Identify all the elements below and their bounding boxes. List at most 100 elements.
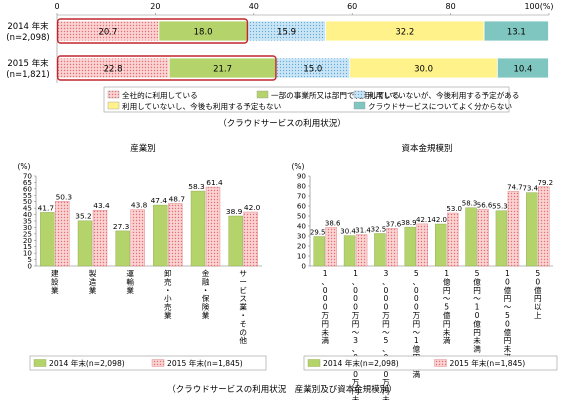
stack-legend-frame bbox=[103, 86, 510, 113]
bar-value-label: 61.4 bbox=[206, 178, 223, 187]
stack-value-label: 22.8 bbox=[104, 65, 123, 75]
bar bbox=[205, 186, 221, 267]
bar-value-label: 31.4 bbox=[355, 227, 371, 235]
stacked-legend: 全社的に利用している 一部の事業所又は部門で利用している利用していないが、今後利用… bbox=[103, 86, 520, 113]
bar bbox=[507, 191, 520, 267]
stack-x-tick-label: 0 bbox=[54, 2, 59, 11]
bar bbox=[495, 210, 508, 267]
y-tick-label: 0 bbox=[27, 262, 32, 271]
category-label: 1、 0 0 0 万円未満 bbox=[321, 269, 329, 345]
bar-value-label: 37.6 bbox=[386, 220, 402, 228]
bar bbox=[55, 201, 70, 267]
stack-x-tick-label: 40 bbox=[249, 2, 259, 11]
y-tick-label: 40 bbox=[23, 210, 33, 219]
bar-value-label: 73.4 bbox=[523, 185, 539, 193]
stack-x-tick-label: 100(%) bbox=[524, 2, 553, 11]
bar bbox=[115, 230, 130, 267]
bar-value-label: 41.7 bbox=[38, 203, 55, 212]
bar-value-label: 42.1 bbox=[416, 216, 432, 224]
bar bbox=[538, 186, 550, 267]
stacked-chart: 0 20 40 60 80 100(%) 2014 年末(n=2,098) 20.7 18.0 1… bbox=[6, 2, 554, 83]
stack-legend-label: 一部の事業所又は部門で利用している bbox=[271, 90, 400, 100]
stack-value-label: 15.0 bbox=[303, 65, 322, 75]
stack-segment bbox=[483, 20, 549, 42]
y-tick-label: 90 bbox=[297, 172, 307, 181]
y-unit-label: (%) bbox=[18, 162, 31, 171]
legend-frame bbox=[29, 355, 267, 371]
legend-frame bbox=[303, 355, 558, 371]
stack-row-sublabel: (n=2,098) bbox=[6, 33, 49, 43]
stack-legend-swatch bbox=[353, 101, 366, 110]
bar-value-label: 27.3 bbox=[113, 222, 130, 231]
stack-legend-label: 利用していないが、今後利用する予定がある bbox=[368, 90, 520, 100]
bar-value-label: 74.7 bbox=[507, 183, 523, 191]
bar bbox=[228, 215, 243, 267]
y-tick-label: 50 bbox=[23, 197, 33, 206]
stack-legend-label: 全社的に利用している bbox=[122, 90, 198, 100]
category-label: 運輸業 bbox=[126, 269, 134, 295]
y-tick-label: 60 bbox=[297, 202, 307, 211]
bar bbox=[355, 234, 368, 267]
bar-value-label: 50.3 bbox=[56, 192, 73, 201]
bar bbox=[374, 233, 386, 267]
bar-value-label: 42.0 bbox=[244, 203, 261, 212]
stack-value-label: 21.7 bbox=[213, 65, 232, 75]
y-tick-label: 40 bbox=[297, 222, 307, 231]
bar bbox=[325, 227, 337, 267]
y-tick-label: 35 bbox=[23, 217, 32, 226]
y-tick-label: 60 bbox=[23, 184, 33, 193]
stack-value-label: 13.1 bbox=[507, 28, 526, 38]
bar-value-label: 56.6 bbox=[477, 201, 493, 209]
bar bbox=[386, 228, 398, 267]
bar-value-label: 79.2 bbox=[538, 179, 554, 187]
bar-value-label: 47.4 bbox=[151, 196, 168, 205]
y-tick-label: 50 bbox=[297, 212, 307, 221]
bottom-caption: （クラウドサービスの利用状況 産業別及び資本金規模別） bbox=[167, 384, 397, 395]
bar-value-label: 30.4 bbox=[340, 228, 356, 236]
bar-value-label: 38.9 bbox=[401, 219, 417, 227]
bar-value-label: 53.0 bbox=[446, 205, 462, 213]
category-label: 金融・保険業 bbox=[202, 268, 210, 320]
bar bbox=[92, 209, 108, 267]
bar bbox=[446, 212, 459, 267]
stack-legend-swatch bbox=[353, 90, 366, 99]
bar-value-label: 29.5 bbox=[310, 229, 326, 237]
bar bbox=[477, 209, 489, 267]
y-tick-label: 15 bbox=[23, 242, 32, 251]
bar-value-label: 48.7 bbox=[169, 194, 186, 203]
bar bbox=[404, 226, 417, 267]
category-label: 5 0 億円以上 bbox=[534, 269, 542, 320]
y-tick-label: 65 bbox=[23, 178, 32, 187]
stacked-caption: （クラウドサービスの利用状況） bbox=[218, 118, 346, 129]
stack-value-label: 15.9 bbox=[277, 28, 296, 38]
stack-value-label: 18.0 bbox=[194, 28, 213, 38]
y-tick-label: 0 bbox=[301, 262, 306, 271]
y-tick-label: 70 bbox=[23, 172, 33, 181]
stack-row-sublabel: (n=1,821) bbox=[6, 70, 49, 80]
chart-title: 産業別 bbox=[130, 143, 156, 154]
stack-legend-swatch bbox=[107, 90, 120, 99]
bar bbox=[343, 235, 356, 267]
legend-label: 2015 年末(n=1,845) bbox=[450, 358, 526, 368]
stack-highlight-box bbox=[56, 55, 277, 81]
legend-label: 2015 年末(n=1,845) bbox=[167, 358, 243, 368]
y-tick-label: 30 bbox=[297, 232, 307, 241]
bar bbox=[77, 220, 93, 267]
bar-value-label: 32.5 bbox=[371, 226, 387, 234]
bar-value-label: 42.0 bbox=[431, 216, 447, 224]
y-tick-label: 55 bbox=[23, 191, 32, 200]
stack-x-tick-label: 80 bbox=[446, 2, 456, 11]
bar bbox=[465, 207, 477, 267]
stack-legend-label: クラウドサービスについてよく分からない bbox=[368, 102, 512, 111]
stack-value-label: 20.7 bbox=[98, 28, 117, 38]
bar bbox=[416, 223, 429, 267]
y-tick-label: 25 bbox=[23, 229, 32, 238]
category-label: 製造業 bbox=[89, 268, 97, 295]
bar bbox=[190, 190, 206, 267]
category-label: 建設業 bbox=[51, 268, 59, 295]
stack-row-label: 2014 年末 bbox=[7, 21, 49, 32]
